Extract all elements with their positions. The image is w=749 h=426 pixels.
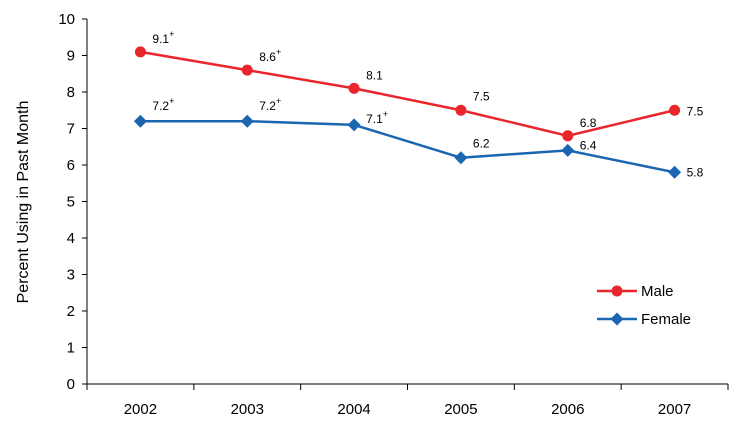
data-label-value: 7.2 — [152, 99, 169, 113]
data-label-value: 7.5 — [687, 104, 704, 118]
y-tick-label: 9 — [67, 48, 75, 65]
legend-marker — [610, 312, 624, 326]
axes — [86, 19, 728, 385]
x-tick-label: 2002 — [124, 401, 157, 418]
data-point — [134, 46, 146, 58]
data-point — [669, 104, 681, 116]
data-label: 6.8 — [580, 116, 597, 130]
legend-item-female: Female — [597, 311, 691, 328]
x-tick-label: 2004 — [337, 401, 370, 418]
data-label: 7.2+ — [259, 96, 281, 113]
data-point — [668, 165, 682, 179]
series-female: 7.2+ 7.2+7.1+6.2 6.45.8 — [133, 96, 704, 179]
data-label: 9.1+ — [152, 29, 174, 46]
data-point — [241, 64, 253, 76]
series-line — [140, 50, 675, 138]
y-ticks: 0 1 2 3 4 5 6 7 8 9 10 — [58, 11, 87, 393]
y-tick-label: 5 — [67, 194, 75, 211]
significance-marker: + — [276, 47, 281, 57]
y-tick-label: 0 — [67, 376, 75, 393]
y-tick-label: 1 — [67, 340, 75, 357]
y-tick-label: 7 — [67, 121, 75, 138]
data-label-value: 7.2 — [259, 99, 276, 113]
data-point — [240, 114, 254, 128]
series-male: 9.1+8.6+8.17.56.87.5 — [134, 29, 704, 142]
y-tick-label: 2 — [67, 303, 75, 320]
significance-marker: + — [276, 96, 281, 106]
data-label-value: 8.6 — [259, 50, 276, 64]
data-label-value: 6.2 — [473, 137, 490, 151]
data-label: 7.5 — [687, 104, 704, 118]
data-point — [133, 114, 147, 128]
data-point — [455, 104, 467, 116]
data-point — [454, 151, 468, 165]
y-tick-label: 8 — [67, 84, 75, 101]
x-tick-label: 2005 — [444, 401, 477, 418]
significance-marker: + — [383, 109, 388, 119]
significance-marker: + — [169, 96, 174, 106]
series-line — [140, 119, 675, 174]
x-tick-label: 2006 — [551, 401, 584, 418]
data-label: 6.2 — [473, 137, 490, 151]
data-label: 7.1+ — [366, 109, 388, 126]
data-label-value: 6.4 — [580, 138, 597, 152]
legend-marker — [611, 285, 623, 297]
data-point — [561, 143, 575, 157]
legend-item-male: Male — [597, 283, 674, 300]
legend-label: Female — [641, 311, 691, 328]
y-tick-label: 10 — [58, 11, 75, 28]
x-tick-label: 2003 — [231, 401, 264, 418]
y-tick-label: 4 — [67, 230, 75, 247]
significance-marker: + — [169, 29, 174, 39]
data-label-value: 7.5 — [473, 89, 490, 103]
data-label-value: 5.8 — [687, 165, 704, 179]
data-label: 8.1 — [366, 68, 383, 82]
data-label-value: 9.1 — [152, 32, 169, 46]
y-axis-title: Percent Using in Past Month — [15, 101, 32, 304]
data-point — [348, 82, 360, 94]
data-label-value: 7.1 — [366, 112, 383, 126]
x-tick-label: 2007 — [658, 401, 691, 418]
data-point — [562, 130, 574, 142]
legend: Male Female — [597, 283, 691, 328]
data-label-value: 8.1 — [366, 68, 383, 82]
data-label: 7.2+ — [152, 96, 174, 113]
data-label: 7.5 — [473, 89, 490, 103]
x-ticks: 2002 2003 2004 2005 2006 2007 — [86, 384, 729, 418]
y-tick-label: 6 — [67, 157, 75, 174]
data-label: 8.6+ — [259, 47, 281, 64]
series-group: 9.1+8.6+8.17.56.87.57.2+ 7.2+7.1+6.2 6.45.… — [133, 29, 704, 179]
data-point — [347, 118, 361, 132]
data-label: 5.8 — [687, 165, 704, 179]
legend-label: Male — [641, 283, 674, 300]
y-tick-label: 3 — [67, 267, 75, 284]
data-label-value: 6.8 — [580, 116, 597, 130]
data-label: 6.4 — [580, 138, 597, 152]
